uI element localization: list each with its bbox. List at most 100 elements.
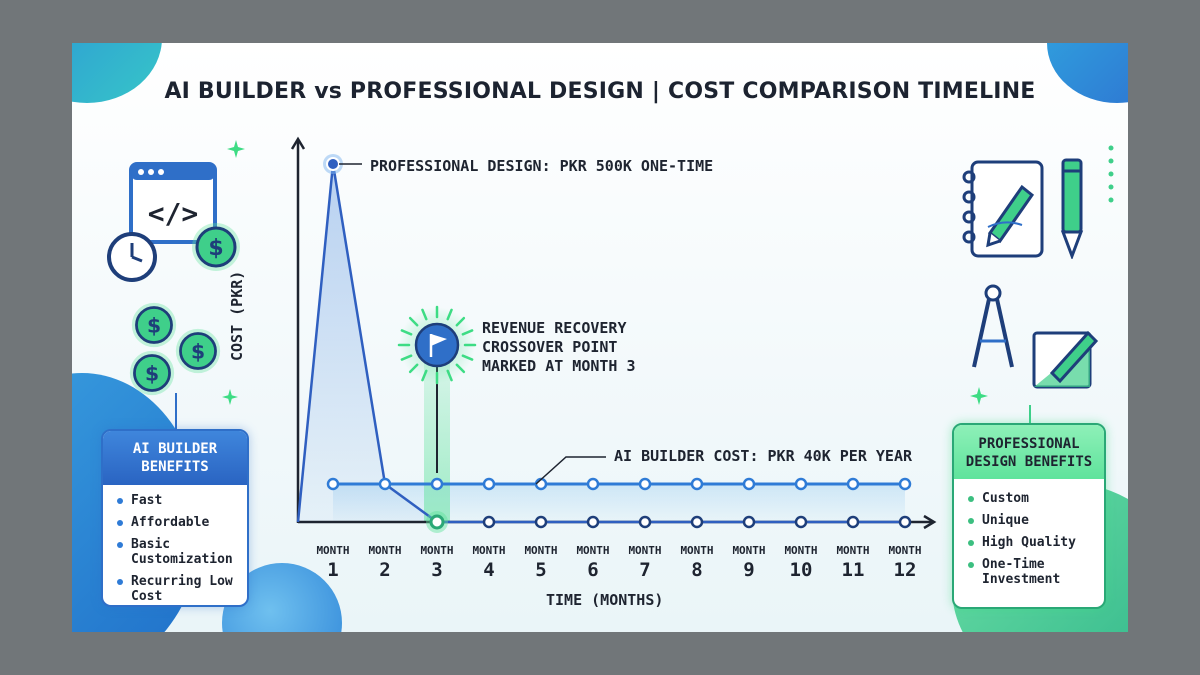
sparkle-icon — [222, 389, 238, 405]
flag-badge-ray — [400, 329, 413, 336]
connector-line — [175, 393, 177, 429]
infographic-canvas: AI BUILDER vs PROFESSIONAL DESIGN | COST… — [72, 43, 1128, 632]
page-title: AI BUILDER vs PROFESSIONAL DESIGN | COST… — [164, 79, 1036, 104]
annotation-professional-cost: PROFESSIONAL DESIGN: PKR 500K ONE-TIME — [370, 157, 714, 175]
flag-badge-ray — [455, 363, 466, 374]
x-tick-label: 3 — [431, 559, 442, 581]
x-tick-label: 10 — [790, 559, 813, 581]
code-window-icon: </> — [129, 162, 217, 244]
flag-badge-ray — [408, 363, 419, 374]
y-axis-title: COST (PKR) — [228, 270, 246, 361]
ai-builder-point — [742, 477, 756, 491]
x-tick-label-prefix: MONTH — [368, 544, 401, 557]
list-item: Unique — [968, 513, 1096, 528]
x-axis-title: TIME (MONTHS) — [546, 591, 664, 609]
x-tick-label-prefix: MONTH — [472, 544, 505, 557]
dots-decor-icon — [1108, 145, 1114, 203]
sparkle-icon — [227, 140, 245, 158]
flag-icon — [431, 334, 447, 346]
professional-area — [298, 164, 437, 522]
professional-point — [638, 515, 652, 529]
drawing-board-icon — [1032, 330, 1099, 389]
sparkle-icon — [970, 387, 988, 405]
x-tick-label: 11 — [842, 559, 865, 581]
x-tick-label: 8 — [691, 559, 702, 581]
x-tick-label-prefix: MONTH — [420, 544, 453, 557]
ai-builder-benefits-panel: AI BUILDER BENEFITS Fast Affordable Basi… — [101, 429, 249, 607]
x-tick-label: 2 — [379, 559, 390, 581]
ai-builder-point — [690, 477, 704, 491]
ai-builder-point — [430, 477, 444, 491]
x-axis-arrow — [923, 514, 937, 530]
professional-point — [534, 515, 548, 529]
ai-builder-point — [846, 477, 860, 491]
flag-badge-ray — [461, 329, 474, 336]
dollar-coin-icon: $ — [131, 302, 177, 348]
list-item: Affordable — [117, 515, 239, 530]
ai-builder-point — [638, 477, 652, 491]
professional-design-benefits-list: Custom Unique High Quality One-Time Inve… — [954, 479, 1104, 600]
ai-builder-point — [378, 477, 392, 491]
pencil-icon — [1060, 158, 1084, 259]
flag-badge-ray — [421, 369, 428, 382]
svg-text:$: $ — [145, 361, 159, 385]
list-item: Recurring Low Cost — [117, 574, 239, 604]
professional-point — [846, 515, 860, 529]
clock-icon — [107, 232, 157, 282]
dollar-coin-icon: $ — [192, 223, 240, 271]
professional-point — [690, 515, 704, 529]
ai-builder-point — [898, 477, 912, 491]
list-item: Custom — [968, 491, 1096, 506]
flag-badge-ray — [446, 369, 453, 382]
professional-point — [586, 515, 600, 529]
x-tick-label: 6 — [587, 559, 598, 581]
professional-design-benefits-panel: PROFESSIONAL DESIGN BENEFITS Custom Uniq… — [952, 423, 1106, 609]
flag-badge-ray — [446, 308, 453, 321]
ai-builder-point — [794, 477, 808, 491]
flag-badge-ray — [408, 316, 419, 327]
professional-point — [326, 157, 340, 171]
x-tick-label: 5 — [535, 559, 546, 581]
professional-design-benefits-title: PROFESSIONAL DESIGN BENEFITS — [954, 425, 1104, 479]
x-tick-label-prefix: MONTH — [628, 544, 661, 557]
flag-badge-ray — [421, 308, 428, 321]
svg-text:$: $ — [191, 339, 205, 363]
list-item: Fast — [117, 493, 239, 508]
x-tick-label: 9 — [743, 559, 754, 581]
dollar-coin-icon: $ — [129, 350, 175, 396]
svg-text:</>: </> — [148, 197, 199, 230]
flag-badge-ray — [400, 354, 413, 361]
x-tick-label-prefix: MONTH — [316, 544, 349, 557]
annotation-ai-builder-cost: AI BUILDER COST: PKR 40K PER YEAR — [614, 447, 913, 465]
compass-icon — [972, 284, 1014, 368]
x-tick-label-prefix: MONTH — [784, 544, 817, 557]
list-item: Basic Customization — [117, 537, 239, 567]
x-tick-label-prefix: MONTH — [732, 544, 765, 557]
professional-point — [898, 515, 912, 529]
x-tick-label-prefix: MONTH — [576, 544, 609, 557]
professional-point — [742, 515, 756, 529]
dollar-coin-icon: $ — [175, 328, 221, 374]
x-tick-label: 7 — [639, 559, 650, 581]
ai-builder-benefits-title: AI BUILDER BENEFITS — [103, 431, 247, 485]
flag-badge-ray — [461, 354, 474, 361]
cost-timeline-chart: MONTH 1 MONTH 2 MONTH 3 MONTH 4 MONTH 5 MONTH 6 MONT… — [290, 136, 937, 581]
x-tick-label-prefix: MONTH — [524, 544, 557, 557]
ai-builder-point — [326, 477, 340, 491]
professional-point — [429, 514, 445, 530]
ai-builder-benefits-list: Fast Affordable Basic Customization Recu… — [103, 485, 247, 605]
list-item: One-Time Investment — [968, 557, 1096, 587]
ai-builder-point — [482, 477, 496, 491]
y-axis-arrow — [290, 136, 306, 150]
svg-text:$: $ — [208, 236, 223, 261]
flag-badge — [414, 322, 460, 368]
x-tick-label: 12 — [894, 559, 917, 581]
x-tick-label-prefix: MONTH — [836, 544, 869, 557]
ai-builder-point — [586, 477, 600, 491]
svg-text:$: $ — [147, 313, 161, 337]
professional-point — [794, 515, 808, 529]
x-tick-label-prefix: MONTH — [888, 544, 921, 557]
flag-badge-ray — [455, 316, 466, 327]
x-tick-label: 1 — [327, 559, 338, 581]
annotation-leader-ai-builder — [535, 456, 606, 485]
